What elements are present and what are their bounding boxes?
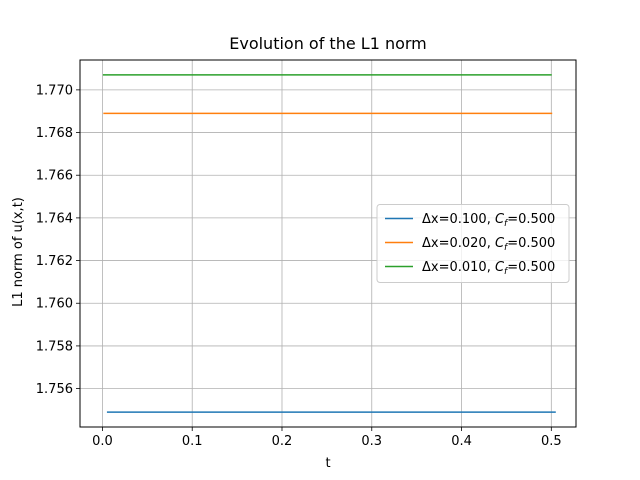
y-tick-label: 1.756 (36, 382, 73, 397)
axis-ticks: 0.0 0.1 0.2 0.3 0.4 0.5 1.756 1.758 1.760 1.762 1.… (36, 83, 562, 449)
legend-entry-1: Δx=0.100, Cf=0.500 (422, 212, 555, 229)
legend: Δx=0.100, Cf=0.500 Δx=0.020, Cf=0.500 Δx=0… (376, 204, 570, 283)
y-tick-label: 1.766 (36, 169, 73, 184)
plot-area-frame (79, 59, 577, 428)
x-tick-label: 0.5 (541, 434, 562, 449)
y-tick-label: 1.764 (36, 211, 73, 226)
series-lines (102, 74, 556, 413)
x-tick-label: 0.3 (361, 434, 382, 449)
legend-box (376, 204, 570, 283)
legend-entry-3: Δx=0.010, Cf=0.500 (422, 260, 555, 277)
y-axis-title: L1 norm of u(x,t) (11, 197, 26, 307)
x-tick-label: 0.1 (182, 434, 203, 449)
chart-title: Evolution of the L1 norm (229, 34, 427, 53)
y-tick-label: 1.770 (36, 83, 73, 98)
legend-entry-2: Δx=0.020, Cf=0.500 (422, 236, 555, 253)
x-tick-label: 0.0 (92, 434, 113, 449)
y-tick-label: 1.762 (36, 254, 73, 269)
y-tick-label: 1.768 (36, 126, 73, 141)
x-tick-label: 0.4 (451, 434, 472, 449)
x-tick-label: 0.2 (272, 434, 293, 449)
x-axis-title: t (325, 456, 330, 471)
y-tick-label: 1.760 (36, 297, 73, 312)
y-tick-label: 1.758 (36, 339, 73, 354)
